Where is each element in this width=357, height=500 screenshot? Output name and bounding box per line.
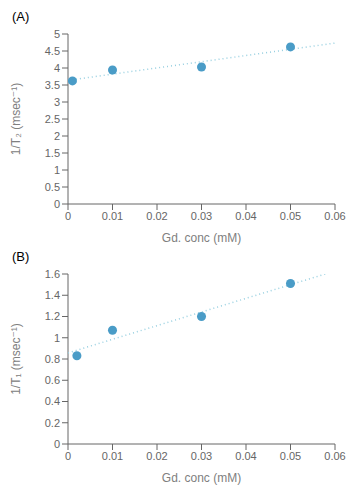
svg-text:0.02: 0.02: [146, 450, 167, 462]
svg-text:0.6: 0.6: [45, 374, 60, 386]
svg-text:1/T₂ (msec⁻¹): 1/T₂ (msec⁻¹): [9, 83, 23, 155]
svg-text:4.5: 4.5: [45, 45, 60, 57]
svg-text:Gd. conc (mM): Gd. conc (mM): [162, 471, 241, 485]
svg-text:5: 5: [54, 28, 60, 40]
svg-text:0.06: 0.06: [324, 450, 345, 462]
html-text:(A): (A): [12, 9, 30, 24]
svg-text:0.4: 0.4: [45, 395, 60, 407]
svg-text:1.6: 1.6: [45, 268, 60, 280]
svg-text:1: 1: [54, 332, 60, 344]
svg-text:1.2: 1.2: [45, 310, 60, 322]
svg-text:0.05: 0.05: [280, 450, 301, 462]
svg-text:0: 0: [65, 210, 71, 222]
svg-text:0.01: 0.01: [102, 210, 123, 222]
svg-text:2: 2: [54, 130, 60, 142]
html-text:(B): (B): [12, 249, 30, 264]
svg-text:2.5: 2.5: [45, 113, 60, 125]
svg-text:0.02: 0.02: [146, 210, 167, 222]
svg-text:1.4: 1.4: [45, 289, 60, 301]
svg-text:0.05: 0.05: [280, 210, 301, 222]
svg-text:1: 1: [54, 164, 60, 176]
svg-text:0.03: 0.03: [191, 450, 212, 462]
svg-text:0: 0: [54, 198, 60, 210]
svg-text:3.5: 3.5: [45, 79, 60, 91]
svg-text:1.5: 1.5: [45, 147, 60, 159]
svg-text:0: 0: [65, 450, 71, 462]
svg-text:0.8: 0.8: [45, 353, 60, 365]
svg-text:0.01: 0.01: [102, 450, 123, 462]
svg-text:0.04: 0.04: [235, 210, 256, 222]
svg-text:Gd. conc (mM): Gd. conc (mM): [162, 231, 241, 245]
svg-text:0.2: 0.2: [45, 417, 60, 429]
svg-text:0.06: 0.06: [324, 210, 345, 222]
svg-text:0.04: 0.04: [235, 450, 256, 462]
svg-text:1/T₁ (msec⁻¹): 1/T₁ (msec⁻¹): [9, 323, 23, 395]
svg-text:4: 4: [54, 62, 60, 74]
svg-text:0.5: 0.5: [45, 181, 60, 193]
svg-text:3: 3: [54, 96, 60, 108]
svg-text:0: 0: [54, 438, 60, 450]
svg-text:0.03: 0.03: [191, 210, 212, 222]
